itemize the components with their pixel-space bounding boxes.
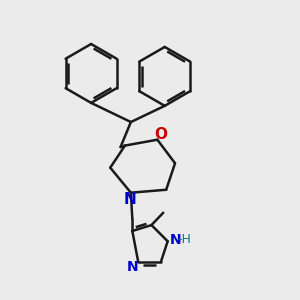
Text: N: N	[170, 233, 182, 247]
Text: O: O	[154, 127, 167, 142]
Text: -H: -H	[178, 233, 192, 246]
Text: N: N	[127, 260, 139, 274]
Text: N: N	[124, 192, 136, 207]
